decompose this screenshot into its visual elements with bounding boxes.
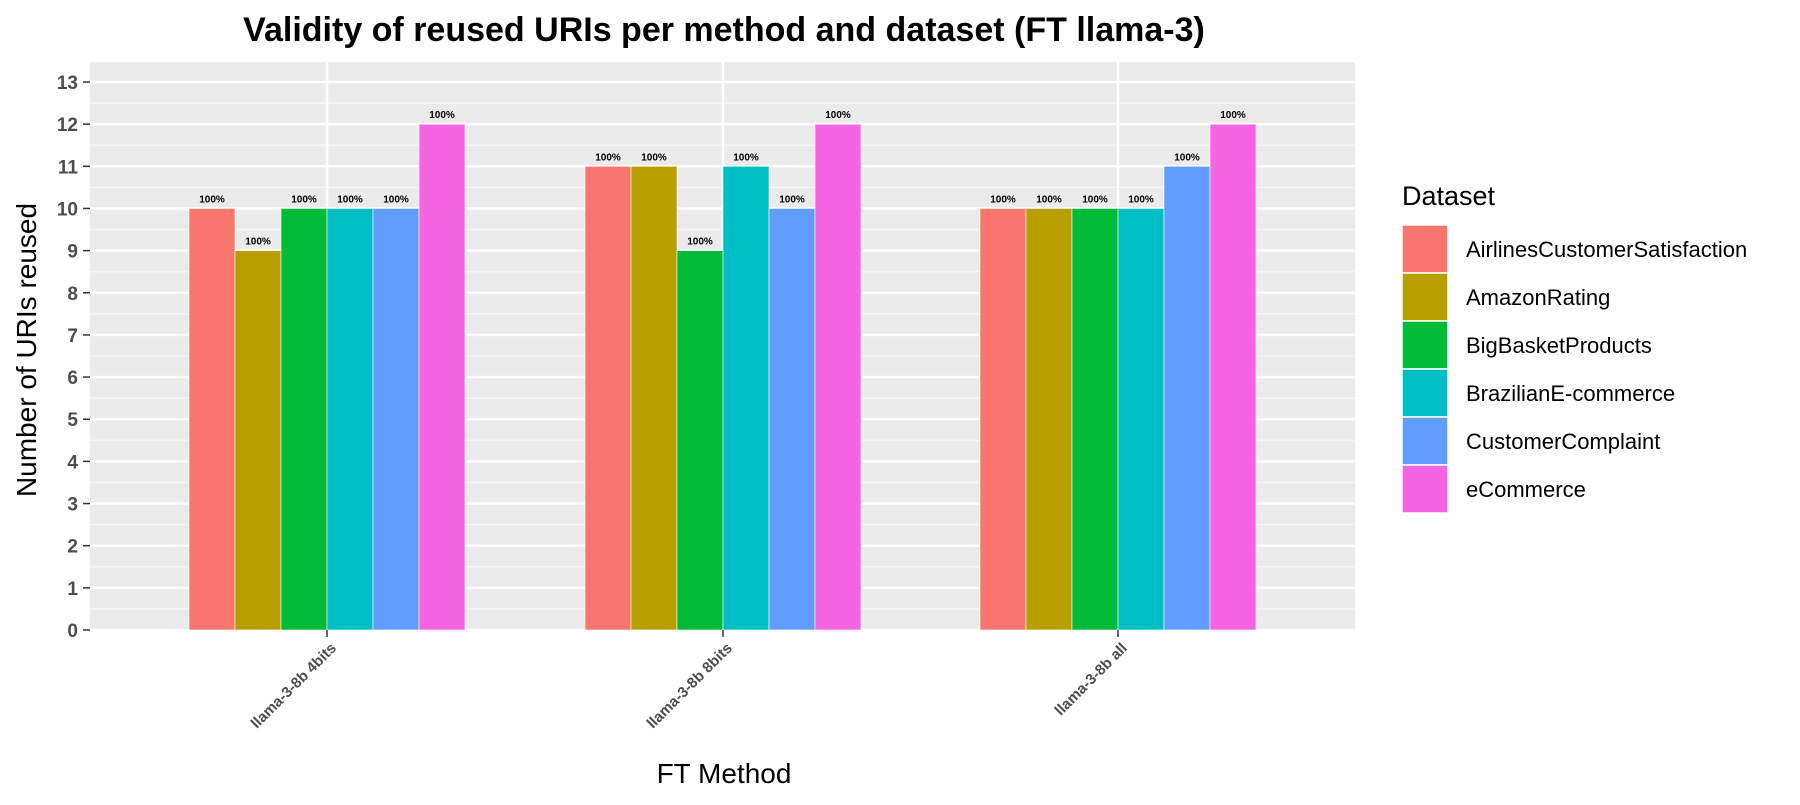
bar-value-label: 100% (1220, 110, 1246, 121)
y-tick-label: 4 (67, 452, 78, 473)
legend: AirlinesCustomerSatisfaction AmazonRating… (1402, 225, 1747, 513)
y-tick-label: 12 (57, 115, 78, 136)
legend-label: AmazonRating (1466, 285, 1610, 310)
y-tick-label: 5 (67, 410, 78, 431)
y-tick-label: 9 (67, 242, 78, 263)
legend-key (1402, 321, 1448, 369)
y-tick-label: 3 (67, 495, 78, 516)
legend-key (1402, 225, 1448, 273)
bar (1210, 124, 1256, 630)
legend-key (1402, 465, 1448, 513)
y-tick-label: 2 (67, 537, 78, 558)
bar (980, 208, 1026, 630)
bar-value-label: 100% (1082, 194, 1108, 205)
y-axis-title: Number of URIs reused (11, 203, 42, 497)
legend-label: eCommerce (1466, 477, 1586, 502)
bar (585, 166, 631, 630)
y-tick-label: 11 (58, 157, 79, 178)
y-tick-label: 8 (67, 284, 78, 305)
bar-value-label: 100% (1174, 152, 1200, 163)
bar (677, 251, 723, 630)
y-tick-label: 1 (67, 579, 78, 600)
bar (281, 208, 327, 630)
y-tick-label: 13 (57, 73, 78, 94)
y-tick-label: 7 (67, 326, 78, 347)
bar-value-label: 100% (990, 194, 1016, 205)
bar (373, 208, 419, 630)
bar (1072, 208, 1118, 630)
y-tick-label: 0 (67, 621, 78, 642)
bar-value-label: 100% (1036, 194, 1062, 205)
bar-value-label: 100% (429, 110, 455, 121)
bar (631, 166, 677, 630)
bar (815, 124, 861, 630)
bar (235, 251, 281, 630)
chart-title: Validity of reused URIs per method and d… (243, 11, 1205, 49)
legend-key (1402, 369, 1448, 417)
legend-label: CustomerComplaint (1466, 429, 1660, 454)
bar (419, 124, 465, 630)
bar-value-label: 100% (825, 110, 851, 121)
bar-value-label: 100% (641, 152, 667, 163)
bar-value-label: 100% (245, 237, 271, 248)
legend-label: BigBasketProducts (1466, 333, 1652, 358)
bar (1118, 208, 1164, 630)
bar-value-label: 100% (733, 152, 759, 163)
legend-label: BrazilianE-commerce (1466, 381, 1675, 406)
legend-key (1402, 417, 1448, 465)
x-tick-label: llama-3-8b 4bits (248, 640, 340, 732)
legend-key (1402, 273, 1448, 321)
bar-value-label: 100% (687, 237, 713, 248)
y-tick-label: 10 (57, 199, 78, 220)
bar-value-label: 100% (595, 152, 621, 163)
legend-title: Dataset (1402, 181, 1496, 211)
bar (189, 208, 235, 630)
bar-value-label: 100% (383, 194, 409, 205)
bar-value-label: 100% (199, 194, 225, 205)
x-tick-label: llama-3-8b all (1052, 640, 1131, 719)
y-tick-label: 6 (67, 368, 78, 389)
bar-value-label: 100% (337, 194, 363, 205)
bar-value-label: 100% (1128, 194, 1154, 205)
bar (1026, 208, 1072, 630)
bar (723, 166, 769, 630)
bar (327, 208, 373, 630)
bar (1164, 166, 1210, 630)
x-axis-title: FT Method (657, 758, 792, 789)
bar-value-label: 100% (291, 194, 317, 205)
legend-label: AirlinesCustomerSatisfaction (1466, 237, 1747, 262)
bar-value-label: 100% (779, 194, 805, 205)
bar (769, 208, 815, 630)
x-tick-label: llama-3-8b 8bits (644, 640, 736, 732)
